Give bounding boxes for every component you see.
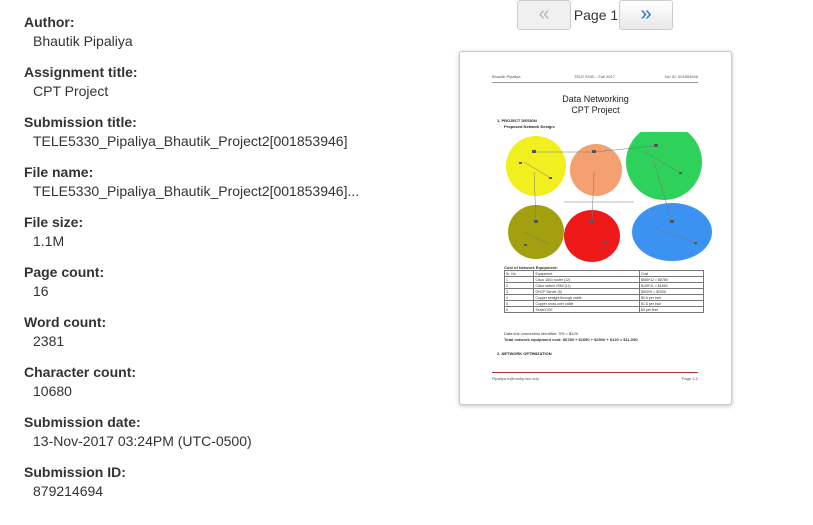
- network-diagram-image: [506, 132, 712, 262]
- metadata-field: Assignment title: CPT Project: [24, 64, 424, 114]
- metadata-label: Submission ID:: [24, 464, 126, 480]
- doc-title: Data Networking: [562, 94, 629, 104]
- zone-circle: [508, 205, 564, 259]
- doc-header-author: Bhautik Pipaliya: [492, 74, 521, 79]
- zone-circle: [626, 132, 702, 200]
- doc-section-heading: 1. PROJECT DESIGN: [497, 118, 537, 123]
- metadata-label: Word count:: [24, 314, 107, 330]
- metadata-label: Assignment title:: [24, 64, 138, 80]
- metadata-label: Character count:: [24, 364, 137, 380]
- next-page-button[interactable]: »: [619, 0, 673, 30]
- document-preview-thumbnail[interactable]: Bhautik Pipaliya TELE 5330 – Fall 2017 N…: [459, 51, 732, 405]
- doc-subtitle: CPT Project: [571, 105, 620, 115]
- metadata-value: 879214694: [33, 483, 104, 499]
- metadata-value: 10680: [33, 383, 72, 399]
- metadata-value: 13-Nov-2017 03:24PM (UTC-0500): [33, 433, 252, 449]
- metadata-field: Author: Bhautik Pipaliya: [24, 14, 424, 64]
- metadata-value: CPT Project: [33, 83, 109, 99]
- footer-divider: [492, 372, 698, 373]
- metadata-label: Page count:: [24, 264, 105, 280]
- metadata-field: File name: TELE5330_Pipaliya_Bhautik_Proj…: [24, 164, 424, 214]
- previous-page-button[interactable]: «: [517, 0, 571, 30]
- zone-circle: [632, 203, 712, 261]
- metadata-field: Submission date: 13-Nov-2017 03:24PM (UTC…: [24, 414, 424, 464]
- zone-circle: [506, 136, 566, 196]
- double-chevron-left-icon: «: [538, 3, 550, 25]
- metadata-field: Submission ID: 879214694: [24, 464, 424, 514]
- metadata-label: Submission date:: [24, 414, 141, 430]
- zone-circle: [564, 210, 620, 262]
- metadata-field: Page count: 16: [24, 264, 424, 314]
- page-navigation: « Page 1 »: [517, 0, 677, 32]
- dlci-line: Data link connection identifier: 3*5 = $…: [504, 331, 578, 336]
- doc-running-header: Bhautik Pipaliya TELE 5330 – Fall 2017 N…: [492, 74, 698, 83]
- page-indicator: Page 1: [573, 7, 619, 23]
- metadata-field: Submission title: TELE5330_Pipaliya_Bhaut…: [24, 114, 424, 164]
- doc-header-course: TELE 5330 – Fall 2017: [574, 74, 615, 79]
- metadata-value: 1.1M: [33, 233, 65, 249]
- doc-footer-page: Page 1-2: [681, 376, 698, 381]
- metadata-field: Character count: 10680: [24, 364, 424, 414]
- metadata-label: File name:: [24, 164, 94, 180]
- doc-header-id: NU ID: 001853946: [664, 74, 698, 79]
- doc-section-heading-2: 2. NETWORK OPTIMIZATION: [497, 351, 552, 356]
- metadata-value: 16: [33, 283, 49, 299]
- metadata-label: Submission title:: [24, 114, 137, 130]
- table-cell: Serial DCE: [533, 306, 641, 313]
- metadata-field: File size: 1.1M: [24, 214, 424, 264]
- double-chevron-right-icon: »: [640, 3, 652, 25]
- cost-table-heading: Cost of Network Equipment:: [504, 265, 558, 270]
- metadata-field: Word count: 2381: [24, 314, 424, 364]
- doc-footer-email: Pipaliya.b@husky.neu.edu: [492, 376, 540, 381]
- metadata-label: Author:: [24, 14, 75, 30]
- metadata-value: 2381: [33, 333, 65, 349]
- metadata-value: TELE5330_Pipaliya_Bhautik_Project2[00185…: [33, 133, 348, 149]
- table-cell: 6: [503, 306, 535, 313]
- metadata-value: Bhautik Pipaliya: [33, 33, 133, 49]
- table-cell: $3 per feet: [639, 306, 704, 313]
- doc-subsection-heading: Proposed Network Design:: [504, 124, 556, 129]
- total-cost-line: Total network equipment cost: $6780 + $1…: [504, 337, 638, 342]
- submission-metadata: Author: Bhautik Pipaliya Assignment title:…: [24, 14, 424, 514]
- metadata-value: TELE5330_Pipaliya_Bhautik_Project2[00185…: [33, 183, 360, 199]
- zone-circle: [570, 144, 622, 196]
- metadata-label: File size:: [24, 214, 84, 230]
- cost-table: Sr. No. Equipment Cost 1 Cisco 1841 router …: [503, 270, 704, 313]
- table-row: 6 Serial DCE $3 per feet: [503, 306, 704, 313]
- doc-footer: Pipaliya.b@husky.neu.edu Page 1-2: [492, 376, 698, 381]
